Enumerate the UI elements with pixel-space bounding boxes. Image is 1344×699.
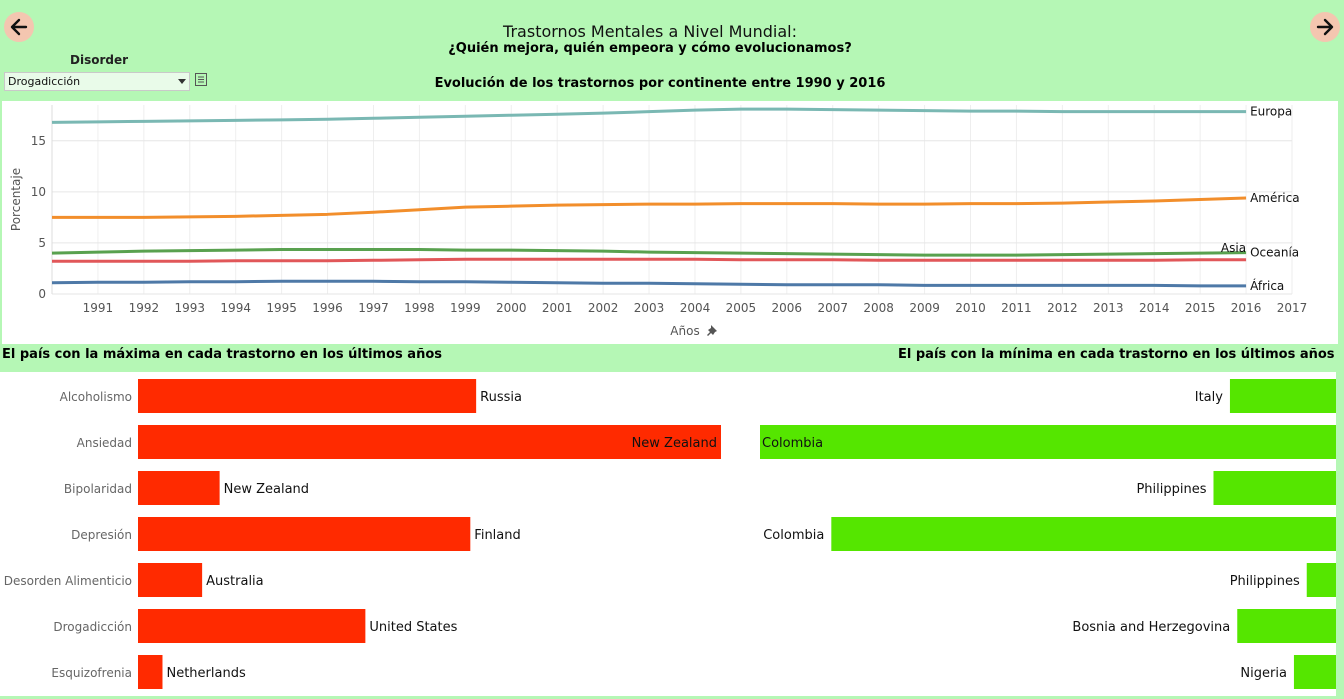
x-tick-label: 2002 [588, 301, 619, 315]
x-tick-label: 2007 [817, 301, 848, 315]
y-tick-label: 15 [31, 134, 46, 148]
series-line-europa[interactable] [51, 107, 1247, 124]
x-tick-label: 2001 [542, 301, 573, 315]
min-bars-heading: El país con la mínima en cada trastorno … [898, 347, 1335, 362]
series-line-áfrica[interactable] [51, 279, 1247, 288]
x-tick-label: 2010 [955, 301, 986, 315]
min-bar[interactable] [1293, 655, 1336, 689]
max-bar[interactable] [138, 379, 477, 413]
chevron-down-icon [178, 79, 186, 84]
bar-charts: Alcoholismo Russia Italy Ansiedad New Zealan… [0, 372, 1336, 696]
disorder-dropdown-value: Drogadicción [8, 75, 81, 88]
line-chart-title: Evolución de los trastornos por continen… [434, 76, 886, 91]
max-bar-label: New Zealand [224, 482, 309, 497]
x-tick-label: 1993 [175, 301, 206, 315]
x-tick-label: 2016 [1231, 301, 1262, 315]
x-tick-label: 2011 [1001, 301, 1032, 315]
page-title: Trastornos Mentales a Nivel Mundial: [503, 22, 797, 41]
x-axis-label: Años [670, 324, 699, 338]
x-tick-label: 1992 [129, 301, 160, 315]
series-label: Europa [1250, 105, 1292, 119]
series-line-oceanía[interactable] [51, 248, 1247, 257]
list-icon[interactable] [195, 73, 207, 86]
max-bar-label: Finland [474, 528, 520, 543]
max-bar[interactable] [138, 655, 163, 689]
series-line-asia[interactable] [52, 257, 1247, 263]
min-bar-label: Philippines [1230, 574, 1300, 589]
category-label: Depresión [71, 528, 132, 542]
max-bar-label: Russia [480, 390, 522, 405]
min-bar-label: Colombia [763, 528, 824, 543]
min-bar-label: Italy [1195, 390, 1224, 405]
max-bar-label: New Zealand [632, 436, 717, 451]
series-label: Oceanía [1250, 246, 1299, 260]
min-bar-label: Colombia [762, 436, 823, 451]
min-bar[interactable] [1306, 563, 1336, 597]
x-tick-label: 1998 [404, 301, 435, 315]
arrow-left-icon [10, 18, 28, 36]
x-tick-label: 1994 [220, 301, 251, 315]
x-tick-label: 2004 [680, 301, 711, 315]
min-bar-label: Nigeria [1240, 666, 1287, 681]
series-label: América [1250, 191, 1300, 205]
next-button[interactable] [1310, 12, 1340, 42]
x-tick-label: 2017 [1277, 301, 1308, 315]
y-tick-label: 10 [31, 185, 46, 199]
x-tick-label: 1997 [358, 301, 389, 315]
max-bar[interactable] [138, 425, 721, 459]
back-button[interactable] [4, 12, 34, 42]
series-label: África [1250, 278, 1284, 293]
x-tick-label: 2013 [1093, 301, 1124, 315]
category-label: Esquizofrenia [51, 666, 132, 680]
max-bar[interactable] [138, 471, 220, 505]
series-line-américa[interactable] [52, 196, 1247, 219]
min-bar-label: Philippines [1136, 482, 1206, 497]
min-bar[interactable] [1229, 379, 1336, 413]
x-tick-label: 2015 [1185, 301, 1216, 315]
category-label: Ansiedad [77, 436, 132, 450]
category-label: Bipolaridad [64, 482, 132, 496]
min-bar-label: Bosnia and Herzegovina [1072, 620, 1230, 635]
category-label: Desorden Alimenticio [4, 574, 132, 588]
x-tick-label: 2006 [772, 301, 803, 315]
category-label: Alcoholismo [60, 390, 132, 404]
x-tick-label: 2005 [726, 301, 757, 315]
min-bar[interactable] [831, 517, 1336, 551]
x-tick-label: 2008 [863, 301, 894, 315]
min-bar[interactable] [1213, 471, 1336, 505]
x-tick-label: 2014 [1139, 301, 1170, 315]
filter-label: Disorder [70, 53, 129, 67]
min-bar[interactable] [760, 425, 1336, 459]
x-tick-label: 1995 [266, 301, 297, 315]
page-subtitle: ¿Quién mejora, quién empeora y cómo evol… [448, 41, 852, 56]
max-bar-label: Netherlands [166, 666, 245, 681]
line-chart-svg: 1991 1992 1993 1994 1995 1996 1997 1998 1999 2000… [9, 105, 1308, 338]
line-chart: 1991 1992 1993 1994 1995 1996 1997 1998 1999 2000… [2, 101, 1338, 344]
bar-charts-svg: Alcoholismo Russia Italy Ansiedad New Zealan… [4, 379, 1336, 689]
min-bar[interactable] [1237, 609, 1336, 643]
x-tick-label: 1999 [450, 301, 481, 315]
y-tick-label: 0 [38, 287, 46, 301]
max-bar[interactable] [138, 609, 366, 643]
x-tick-label: 1991 [83, 301, 114, 315]
x-tick-label: 2012 [1047, 301, 1078, 315]
max-bar-label: Australia [206, 574, 264, 589]
y-axis-label: Porcentaje [9, 168, 23, 231]
series-label: Asia [1221, 241, 1246, 255]
disorder-dropdown[interactable]: Drogadicción [4, 72, 190, 91]
x-tick-label: 2009 [909, 301, 940, 315]
y-tick-label: 5 [38, 236, 46, 250]
x-tick-label: 1996 [312, 301, 343, 315]
max-bar-label: United States [369, 620, 457, 635]
arrow-right-icon [1316, 18, 1334, 36]
x-tick-label: 2000 [496, 301, 527, 315]
max-bar[interactable] [138, 517, 471, 551]
grid: 1991 1992 1993 1994 1995 1996 1997 1998 1999 2000… [31, 105, 1308, 315]
category-label: Drogadicción [53, 620, 132, 634]
max-bars-heading: El país con la máxima en cada trastorno … [2, 347, 442, 362]
x-tick-label: 2003 [634, 301, 665, 315]
max-bar[interactable] [138, 563, 203, 597]
pin-icon[interactable] [707, 325, 717, 336]
